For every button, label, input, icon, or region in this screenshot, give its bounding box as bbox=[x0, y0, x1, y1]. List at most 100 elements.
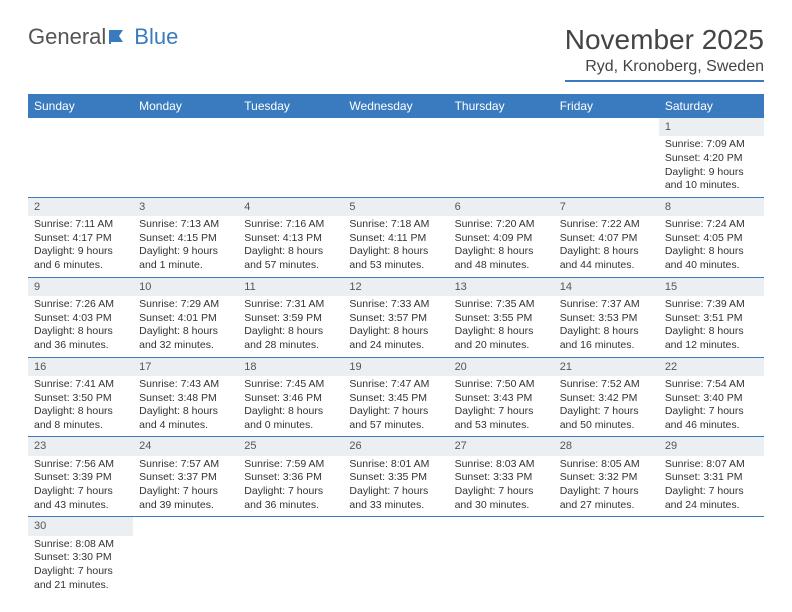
day-number: 15 bbox=[659, 278, 764, 296]
calendar-week-row: 1Sunrise: 7:09 AMSunset: 4:20 PMDaylight… bbox=[28, 118, 764, 197]
daylight-text: Daylight: 9 hours and 1 minute. bbox=[139, 245, 232, 272]
calendar-day-cell bbox=[659, 517, 764, 596]
daylight-text: Daylight: 7 hours and 33 minutes. bbox=[349, 485, 442, 512]
calendar-table: SundayMondayTuesdayWednesdayThursdayFrid… bbox=[28, 94, 764, 596]
weekday-header: Tuesday bbox=[238, 94, 343, 118]
daylight-text: Daylight: 8 hours and 44 minutes. bbox=[560, 245, 653, 272]
sunrise-text: Sunrise: 7:16 AM bbox=[244, 218, 337, 232]
day-info: Sunrise: 7:45 AMSunset: 3:46 PMDaylight:… bbox=[238, 376, 343, 437]
day-info: Sunrise: 7:09 AMSunset: 4:20 PMDaylight:… bbox=[659, 136, 764, 197]
sunset-text: Sunset: 3:53 PM bbox=[560, 312, 653, 326]
day-number: 9 bbox=[28, 278, 133, 296]
weekday-header: Monday bbox=[133, 94, 238, 118]
day-number: 29 bbox=[659, 437, 764, 455]
sunrise-text: Sunrise: 8:03 AM bbox=[455, 458, 548, 472]
sunrise-text: Sunrise: 7:47 AM bbox=[349, 378, 442, 392]
day-info: Sunrise: 8:03 AMSunset: 3:33 PMDaylight:… bbox=[449, 456, 554, 517]
sunset-text: Sunset: 4:07 PM bbox=[560, 232, 653, 246]
sunset-text: Sunset: 4:20 PM bbox=[665, 152, 758, 166]
day-number: 13 bbox=[449, 278, 554, 296]
sunrise-text: Sunrise: 7:54 AM bbox=[665, 378, 758, 392]
sunset-text: Sunset: 3:40 PM bbox=[665, 392, 758, 406]
day-number: 25 bbox=[238, 437, 343, 455]
daylight-text: Daylight: 8 hours and 24 minutes. bbox=[349, 325, 442, 352]
day-info: Sunrise: 7:13 AMSunset: 4:15 PMDaylight:… bbox=[133, 216, 238, 277]
daylight-text: Daylight: 8 hours and 0 minutes. bbox=[244, 405, 337, 432]
daylight-text: Daylight: 9 hours and 10 minutes. bbox=[665, 166, 758, 193]
daylight-text: Daylight: 7 hours and 46 minutes. bbox=[665, 405, 758, 432]
sunset-text: Sunset: 4:03 PM bbox=[34, 312, 127, 326]
sunset-text: Sunset: 3:33 PM bbox=[455, 471, 548, 485]
day-number: 16 bbox=[28, 358, 133, 376]
sunset-text: Sunset: 4:15 PM bbox=[139, 232, 232, 246]
calendar-day-cell: 25Sunrise: 7:59 AMSunset: 3:36 PMDayligh… bbox=[238, 437, 343, 517]
sunset-text: Sunset: 3:36 PM bbox=[244, 471, 337, 485]
calendar-day-cell bbox=[343, 118, 448, 197]
logo-text-blue: Blue bbox=[134, 24, 178, 50]
daylight-text: Daylight: 7 hours and 36 minutes. bbox=[244, 485, 337, 512]
sunrise-text: Sunrise: 7:29 AM bbox=[139, 298, 232, 312]
day-number: 10 bbox=[133, 278, 238, 296]
daylight-text: Daylight: 8 hours and 12 minutes. bbox=[665, 325, 758, 352]
day-info: Sunrise: 7:41 AMSunset: 3:50 PMDaylight:… bbox=[28, 376, 133, 437]
sunrise-text: Sunrise: 7:56 AM bbox=[34, 458, 127, 472]
day-info: Sunrise: 7:31 AMSunset: 3:59 PMDaylight:… bbox=[238, 296, 343, 357]
sunset-text: Sunset: 3:32 PM bbox=[560, 471, 653, 485]
calendar-day-cell: 14Sunrise: 7:37 AMSunset: 3:53 PMDayligh… bbox=[554, 277, 659, 357]
day-info: Sunrise: 7:20 AMSunset: 4:09 PMDaylight:… bbox=[449, 216, 554, 277]
calendar-day-cell: 1Sunrise: 7:09 AMSunset: 4:20 PMDaylight… bbox=[659, 118, 764, 197]
day-info: Sunrise: 7:43 AMSunset: 3:48 PMDaylight:… bbox=[133, 376, 238, 437]
calendar-day-cell: 23Sunrise: 7:56 AMSunset: 3:39 PMDayligh… bbox=[28, 437, 133, 517]
weekday-header-row: SundayMondayTuesdayWednesdayThursdayFrid… bbox=[28, 94, 764, 118]
calendar-day-cell: 20Sunrise: 7:50 AMSunset: 3:43 PMDayligh… bbox=[449, 357, 554, 437]
daylight-text: Daylight: 9 hours and 6 minutes. bbox=[34, 245, 127, 272]
daylight-text: Daylight: 8 hours and 40 minutes. bbox=[665, 245, 758, 272]
sunrise-text: Sunrise: 7:57 AM bbox=[139, 458, 232, 472]
sunrise-text: Sunrise: 7:24 AM bbox=[665, 218, 758, 232]
sunset-text: Sunset: 4:11 PM bbox=[349, 232, 442, 246]
sunrise-text: Sunrise: 7:13 AM bbox=[139, 218, 232, 232]
day-info: Sunrise: 7:39 AMSunset: 3:51 PMDaylight:… bbox=[659, 296, 764, 357]
day-info: Sunrise: 7:22 AMSunset: 4:07 PMDaylight:… bbox=[554, 216, 659, 277]
calendar-week-row: 30Sunrise: 8:08 AMSunset: 3:30 PMDayligh… bbox=[28, 517, 764, 596]
sunset-text: Sunset: 3:48 PM bbox=[139, 392, 232, 406]
sunrise-text: Sunrise: 7:33 AM bbox=[349, 298, 442, 312]
day-info: Sunrise: 7:37 AMSunset: 3:53 PMDaylight:… bbox=[554, 296, 659, 357]
calendar-day-cell: 2Sunrise: 7:11 AMSunset: 4:17 PMDaylight… bbox=[28, 197, 133, 277]
day-number: 20 bbox=[449, 358, 554, 376]
day-info: Sunrise: 7:35 AMSunset: 3:55 PMDaylight:… bbox=[449, 296, 554, 357]
sunset-text: Sunset: 3:51 PM bbox=[665, 312, 758, 326]
daylight-text: Daylight: 7 hours and 53 minutes. bbox=[455, 405, 548, 432]
day-info: Sunrise: 7:52 AMSunset: 3:42 PMDaylight:… bbox=[554, 376, 659, 437]
sunset-text: Sunset: 3:46 PM bbox=[244, 392, 337, 406]
calendar-day-cell: 22Sunrise: 7:54 AMSunset: 3:40 PMDayligh… bbox=[659, 357, 764, 437]
sunset-text: Sunset: 4:01 PM bbox=[139, 312, 232, 326]
day-number: 23 bbox=[28, 437, 133, 455]
day-number: 7 bbox=[554, 198, 659, 216]
calendar-day-cell: 27Sunrise: 8:03 AMSunset: 3:33 PMDayligh… bbox=[449, 437, 554, 517]
calendar-day-cell: 10Sunrise: 7:29 AMSunset: 4:01 PMDayligh… bbox=[133, 277, 238, 357]
daylight-text: Daylight: 7 hours and 50 minutes. bbox=[560, 405, 653, 432]
logo-text-general: General bbox=[28, 24, 106, 50]
calendar-day-cell: 24Sunrise: 7:57 AMSunset: 3:37 PMDayligh… bbox=[133, 437, 238, 517]
sunset-text: Sunset: 3:50 PM bbox=[34, 392, 127, 406]
sunset-text: Sunset: 3:43 PM bbox=[455, 392, 548, 406]
calendar-day-cell: 7Sunrise: 7:22 AMSunset: 4:07 PMDaylight… bbox=[554, 197, 659, 277]
sunrise-text: Sunrise: 7:35 AM bbox=[455, 298, 548, 312]
day-number: 5 bbox=[343, 198, 448, 216]
day-info: Sunrise: 8:07 AMSunset: 3:31 PMDaylight:… bbox=[659, 456, 764, 517]
sunrise-text: Sunrise: 7:52 AM bbox=[560, 378, 653, 392]
calendar-day-cell: 30Sunrise: 8:08 AMSunset: 3:30 PMDayligh… bbox=[28, 517, 133, 596]
day-number: 17 bbox=[133, 358, 238, 376]
sunrise-text: Sunrise: 7:09 AM bbox=[665, 138, 758, 152]
sunset-text: Sunset: 3:45 PM bbox=[349, 392, 442, 406]
sunrise-text: Sunrise: 7:31 AM bbox=[244, 298, 337, 312]
day-number: 11 bbox=[238, 278, 343, 296]
day-info: Sunrise: 7:54 AMSunset: 3:40 PMDaylight:… bbox=[659, 376, 764, 437]
sunrise-text: Sunrise: 7:22 AM bbox=[560, 218, 653, 232]
day-info: Sunrise: 7:24 AMSunset: 4:05 PMDaylight:… bbox=[659, 216, 764, 277]
day-number: 26 bbox=[343, 437, 448, 455]
sunset-text: Sunset: 3:57 PM bbox=[349, 312, 442, 326]
calendar-day-cell: 6Sunrise: 7:20 AMSunset: 4:09 PMDaylight… bbox=[449, 197, 554, 277]
calendar-day-cell: 5Sunrise: 7:18 AMSunset: 4:11 PMDaylight… bbox=[343, 197, 448, 277]
